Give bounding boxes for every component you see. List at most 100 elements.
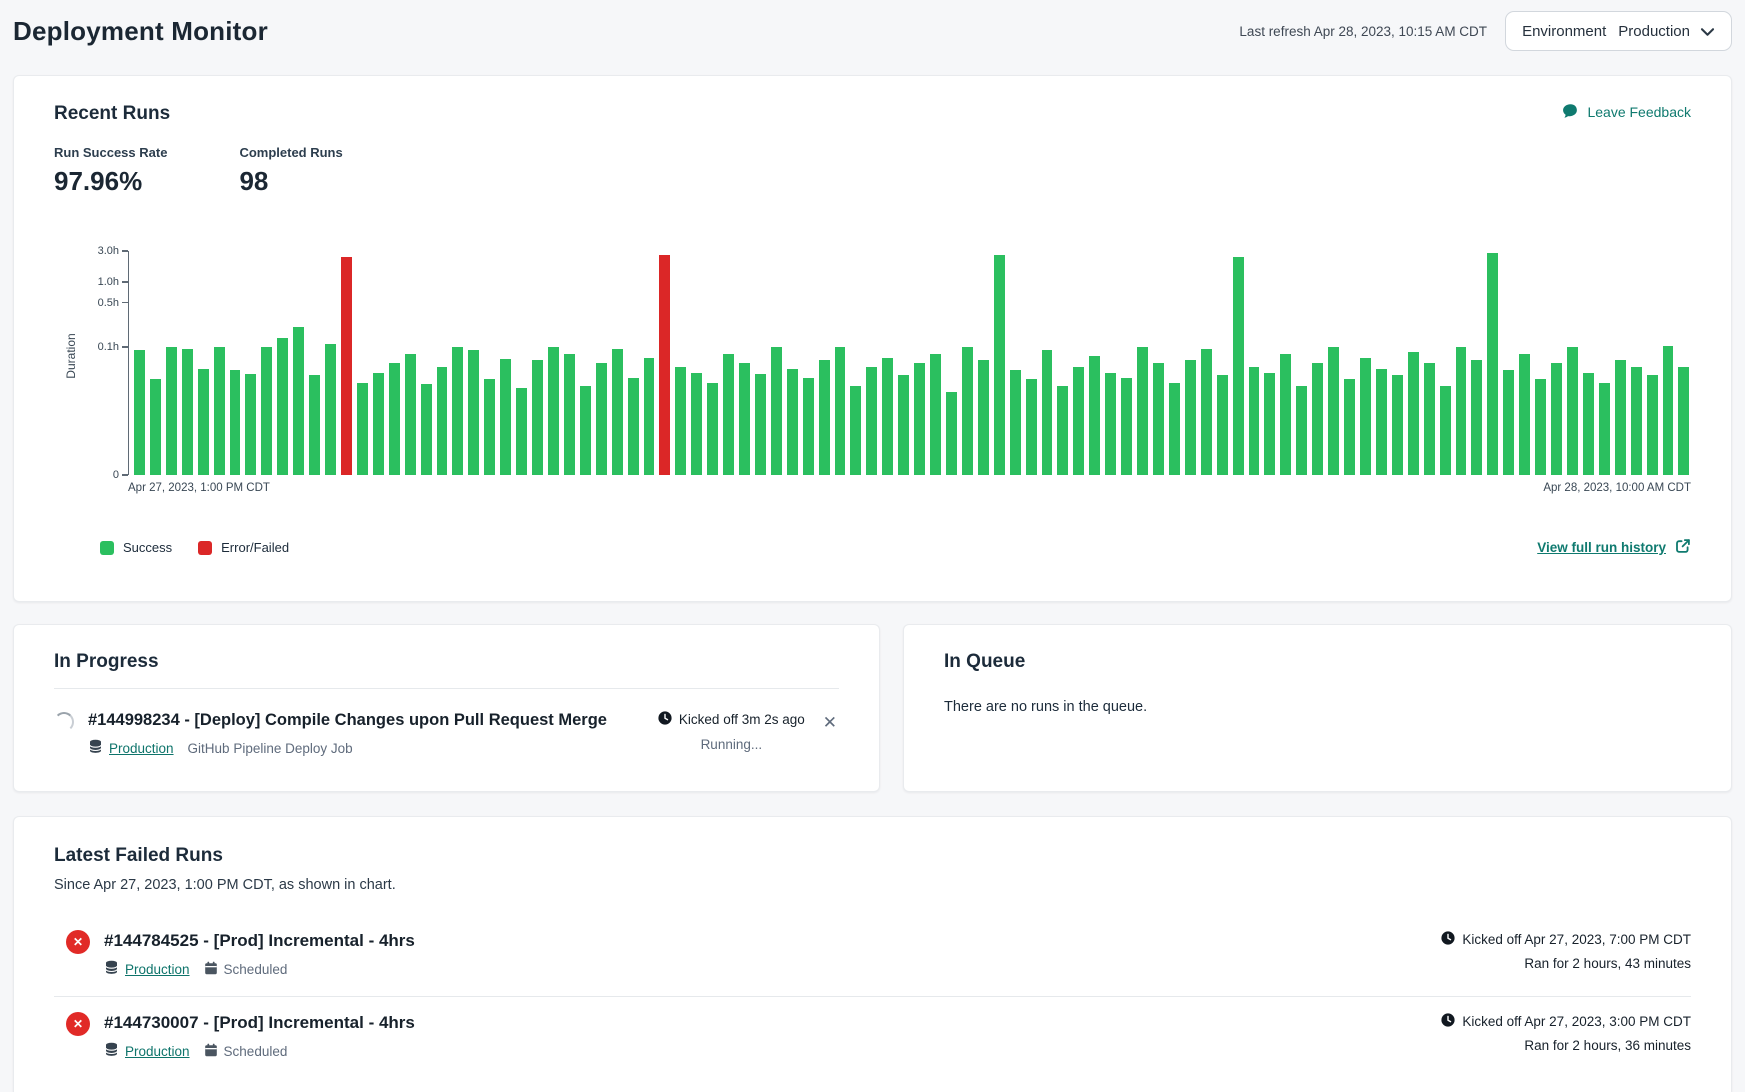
- run-bar-success[interactable]: [850, 386, 861, 475]
- run-bar-success[interactable]: [1089, 356, 1100, 475]
- run-bar-success[interactable]: [1280, 354, 1291, 475]
- run-bar-success[interactable]: [882, 358, 893, 475]
- run-bar-success[interactable]: [1615, 360, 1626, 475]
- run-bar-success[interactable]: [357, 383, 368, 475]
- run-bar-success[interactable]: [1519, 354, 1530, 475]
- run-bar-success[interactable]: [1376, 369, 1387, 475]
- run-bar-failed[interactable]: [341, 257, 352, 475]
- run-bar-success[interactable]: [325, 344, 336, 475]
- run-bar-success[interactable]: [1360, 358, 1371, 475]
- run-bar-success[interactable]: [914, 363, 925, 475]
- run-bar-success[interactable]: [898, 375, 909, 475]
- run-bar-success[interactable]: [1503, 370, 1514, 475]
- run-bar-success[interactable]: [1296, 386, 1307, 475]
- run-bar-success[interactable]: [1169, 383, 1180, 475]
- run-bar-success[interactable]: [946, 392, 957, 475]
- run-bar-success[interactable]: [437, 367, 448, 475]
- run-bar-success[interactable]: [421, 384, 432, 475]
- view-full-run-history-link[interactable]: View full run history: [1537, 538, 1691, 557]
- run-bar-success[interactable]: [293, 327, 304, 475]
- run-bar-success[interactable]: [819, 360, 830, 475]
- run-bar-success[interactable]: [1663, 346, 1674, 475]
- run-bar-success[interactable]: [532, 360, 543, 475]
- run-bar-success[interactable]: [1328, 347, 1339, 475]
- run-bar-success[interactable]: [1073, 367, 1084, 475]
- run-bar-success[interactable]: [1487, 253, 1498, 475]
- run-bar-success[interactable]: [1264, 373, 1275, 475]
- environment-link[interactable]: Production: [125, 1044, 190, 1059]
- run-bar-success[interactable]: [612, 349, 623, 475]
- run-bar-success[interactable]: [484, 379, 495, 475]
- run-bar-success[interactable]: [150, 379, 161, 475]
- run-bar-success[interactable]: [134, 350, 145, 475]
- run-bar-success[interactable]: [978, 360, 989, 475]
- leave-feedback-button[interactable]: Leave Feedback: [1562, 103, 1691, 120]
- run-bar-success[interactable]: [1599, 383, 1610, 475]
- run-bar-success[interactable]: [516, 388, 527, 475]
- run-bar-success[interactable]: [500, 359, 511, 475]
- environment-dropdown[interactable]: Environment Production: [1505, 11, 1732, 51]
- run-bar-success[interactable]: [261, 347, 272, 475]
- run-bar-success[interactable]: [787, 369, 798, 475]
- run-bar-success[interactable]: [309, 375, 320, 475]
- run-bar-success[interactable]: [1392, 375, 1403, 475]
- run-bar-success[interactable]: [691, 373, 702, 475]
- run-bar-success[interactable]: [389, 363, 400, 475]
- run-bar-success[interactable]: [1233, 257, 1244, 475]
- run-bar-success[interactable]: [755, 374, 766, 475]
- run-bar-success[interactable]: [1471, 360, 1482, 475]
- run-bar-success[interactable]: [962, 347, 973, 475]
- run-bar-success[interactable]: [1217, 375, 1228, 475]
- run-bar-success[interactable]: [1567, 347, 1578, 475]
- run-bar-success[interactable]: [277, 338, 288, 475]
- run-bar-success[interactable]: [1137, 347, 1148, 475]
- run-bar-success[interactable]: [1057, 386, 1068, 475]
- run-bar-success[interactable]: [644, 358, 655, 475]
- run-bar-success[interactable]: [468, 350, 479, 475]
- run-bar-success[interactable]: [1344, 379, 1355, 475]
- run-bar-success[interactable]: [596, 363, 607, 475]
- run-bar-success[interactable]: [1408, 352, 1419, 475]
- run-bar-success[interactable]: [723, 354, 734, 475]
- run-bar-success[interactable]: [166, 347, 177, 475]
- run-bar-success[interactable]: [182, 349, 193, 475]
- run-bar-success[interactable]: [548, 347, 559, 475]
- run-bar-success[interactable]: [707, 383, 718, 475]
- run-bar-success[interactable]: [1551, 363, 1562, 475]
- run-bar-success[interactable]: [452, 347, 463, 475]
- run-bar-success[interactable]: [564, 354, 575, 475]
- run-bar-success[interactable]: [1249, 367, 1260, 475]
- run-bar-success[interactable]: [866, 367, 877, 475]
- run-bar-success[interactable]: [1678, 367, 1689, 475]
- run-bar-success[interactable]: [1583, 373, 1594, 475]
- run-bar-success[interactable]: [1201, 349, 1212, 475]
- environment-link[interactable]: Production: [125, 962, 190, 977]
- run-bar-success[interactable]: [1010, 370, 1021, 475]
- run-bar-failed[interactable]: [659, 255, 670, 475]
- run-bar-success[interactable]: [771, 347, 782, 475]
- run-bar-success[interactable]: [1535, 379, 1546, 475]
- run-bar-success[interactable]: [1121, 378, 1132, 475]
- run-bar-success[interactable]: [214, 347, 225, 475]
- run-bar-success[interactable]: [1424, 363, 1435, 475]
- run-bar-success[interactable]: [230, 370, 241, 475]
- run-bar-success[interactable]: [835, 347, 846, 475]
- run-bar-success[interactable]: [373, 373, 384, 475]
- run-bar-success[interactable]: [245, 374, 256, 475]
- run-bar-success[interactable]: [1647, 375, 1658, 475]
- run-bar-success[interactable]: [994, 255, 1005, 475]
- run-bar-success[interactable]: [930, 354, 941, 475]
- run-bar-success[interactable]: [1312, 363, 1323, 475]
- run-bar-success[interactable]: [675, 367, 686, 475]
- run-bar-success[interactable]: [1042, 350, 1053, 475]
- run-bar-success[interactable]: [1185, 360, 1196, 475]
- run-bar-success[interactable]: [405, 354, 416, 475]
- run-bar-success[interactable]: [628, 378, 639, 475]
- run-bar-success[interactable]: [803, 378, 814, 475]
- run-bar-success[interactable]: [1456, 347, 1467, 475]
- run-bar-success[interactable]: [1026, 379, 1037, 475]
- run-bar-success[interactable]: [1105, 373, 1116, 475]
- run-bar-success[interactable]: [1153, 363, 1164, 475]
- run-bar-success[interactable]: [1440, 386, 1451, 475]
- run-bar-success[interactable]: [739, 363, 750, 475]
